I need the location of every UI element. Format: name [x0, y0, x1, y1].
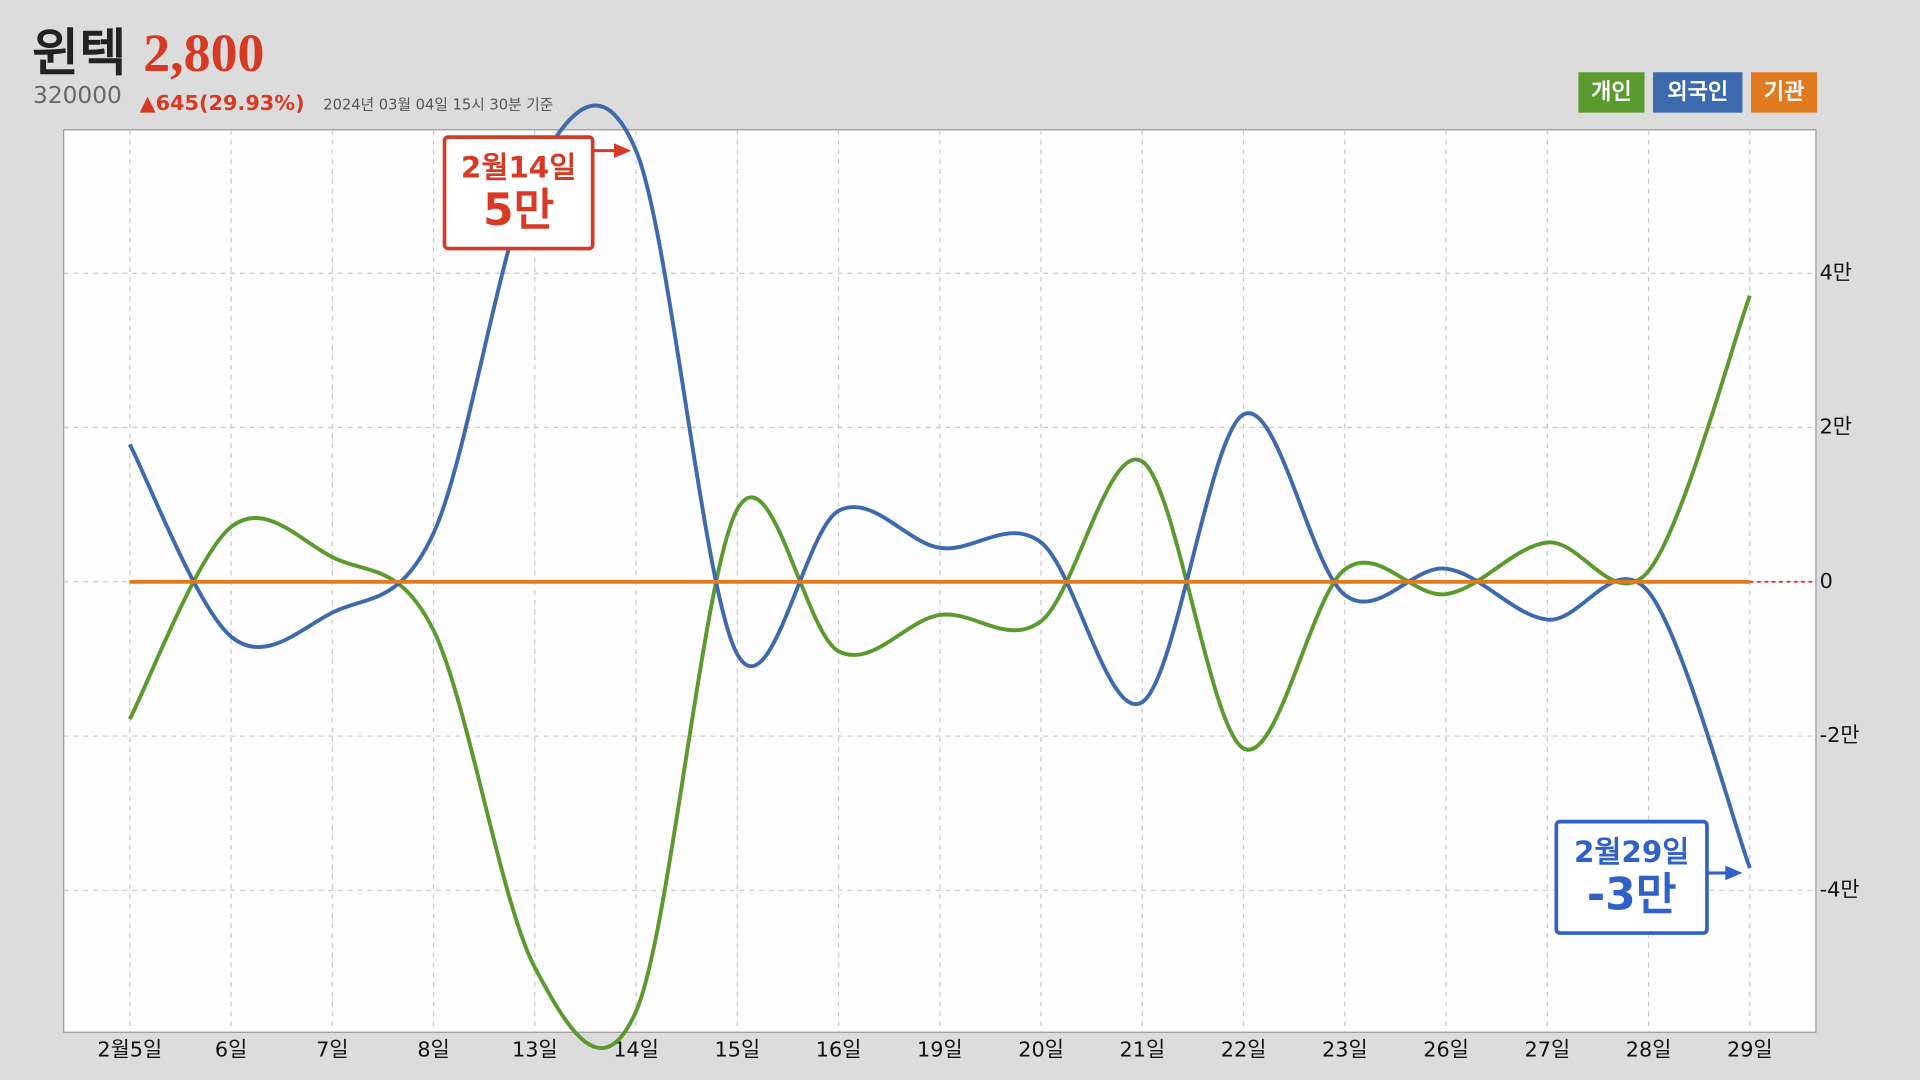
y-tick-label: 4만	[1820, 260, 1852, 284]
stock-code: 320000	[33, 82, 122, 109]
legend-label: 기관	[1764, 80, 1805, 105]
x-tick-label: 21일	[1119, 1038, 1165, 1062]
series-line	[128, 294, 1752, 1051]
x-tick-label: 8일	[417, 1038, 449, 1062]
x-tick-label: 14일	[613, 1038, 659, 1062]
x-tick-label: 22일	[1221, 1038, 1267, 1062]
x-tick-label: 20일	[1018, 1038, 1064, 1062]
annotation-arrowhead	[1725, 865, 1743, 881]
x-tick-label: 15일	[714, 1038, 760, 1062]
legend-swatch	[1751, 72, 1818, 113]
x-tick-label: 28일	[1626, 1038, 1672, 1062]
x-tick-label: 29일	[1727, 1038, 1773, 1062]
price-change: ▲645(29.93%)	[140, 91, 305, 115]
y-tick-label: 2만	[1820, 415, 1852, 439]
legend-swatch	[1653, 72, 1743, 113]
x-tick-label: 13일	[512, 1038, 558, 1062]
x-tick-label: 26일	[1423, 1038, 1469, 1062]
annotation-box	[1554, 819, 1709, 935]
x-tick-label: 16일	[816, 1038, 862, 1062]
annotation-text: 2월29일	[1574, 835, 1689, 869]
annotation-text: -3만	[1587, 870, 1677, 921]
date-label: 2024년 03월 04일 15시 30분 기준	[323, 96, 553, 113]
annotation-text: 5만	[483, 185, 554, 236]
stock-price: 2,800	[143, 23, 264, 83]
annotation: 2월29일-3만	[1554, 819, 1743, 935]
x-tick-label: 6일	[215, 1038, 247, 1062]
x-tick-label: 7일	[316, 1038, 348, 1062]
annotation-arrowhead	[614, 143, 632, 158]
legend-swatch	[1578, 72, 1645, 113]
legend-label: 개인	[1591, 80, 1632, 105]
y-tick-label: 0	[1820, 569, 1833, 593]
stock-name: 윈텍	[32, 23, 127, 83]
annotation-text: 2월14일	[461, 150, 576, 184]
annotation-box	[442, 135, 595, 251]
y-tick-label: -2만	[1820, 723, 1860, 747]
x-tick-label: 2월5일	[97, 1038, 162, 1062]
legend-label: 외국인	[1667, 80, 1728, 105]
y-tick-label: -4만	[1820, 877, 1860, 901]
x-tick-label: 23일	[1322, 1038, 1368, 1062]
series-line	[128, 103, 1752, 869]
x-tick-label: 19일	[917, 1038, 963, 1062]
x-tick-label: 27일	[1524, 1038, 1570, 1062]
